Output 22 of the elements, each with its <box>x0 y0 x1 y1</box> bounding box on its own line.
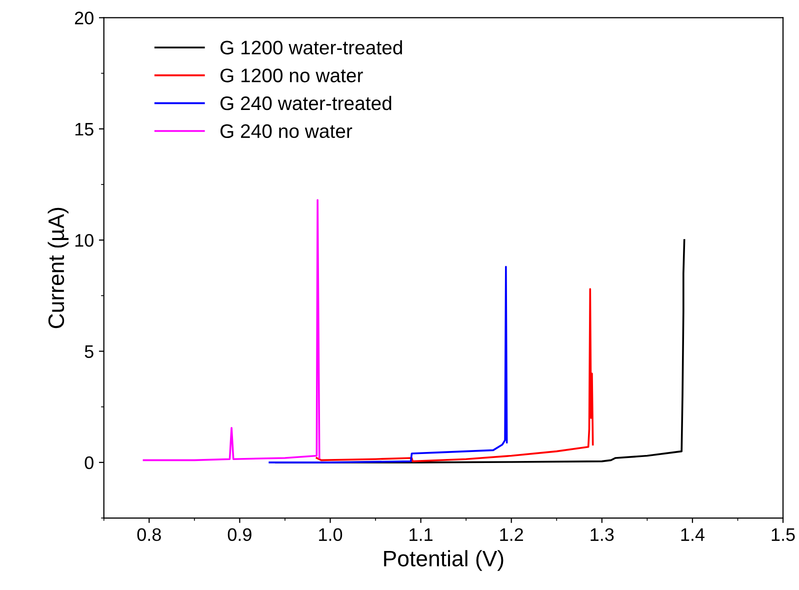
y-axis-title: Current (µA) <box>48 208 69 328</box>
x-axis-title: Potential (V) <box>384 550 504 571</box>
x-tick-label: 1.0 <box>319 528 342 542</box>
y-tick-label: 15 <box>75 123 94 136</box>
x-tick-label: 1.5 <box>772 528 795 542</box>
legend-label: G 240 water-treated <box>220 96 392 110</box>
y-tick-label: 5 <box>84 345 94 358</box>
y-tick-label: 0 <box>84 456 94 470</box>
x-tick-label: 1.3 <box>590 528 614 542</box>
x-tick-label: 1.4 <box>681 528 704 541</box>
line-series <box>268 266 508 464</box>
line-series <box>142 199 320 462</box>
legend-label: G 1200 no water <box>220 68 363 82</box>
x-tick-label: 0.9 <box>228 528 252 542</box>
x-tick-label: 1.2 <box>500 528 524 541</box>
line-series <box>316 288 594 462</box>
x-tick-label: 1.1 <box>410 528 432 541</box>
y-tick-label: 20 <box>74 12 94 24</box>
legend-label: G 1200 water-treated <box>220 40 402 54</box>
y-tick-label: 10 <box>75 234 94 247</box>
x-tick-label: 0.8 <box>137 528 161 542</box>
legend-label: G 240 no water <box>220 124 352 138</box>
